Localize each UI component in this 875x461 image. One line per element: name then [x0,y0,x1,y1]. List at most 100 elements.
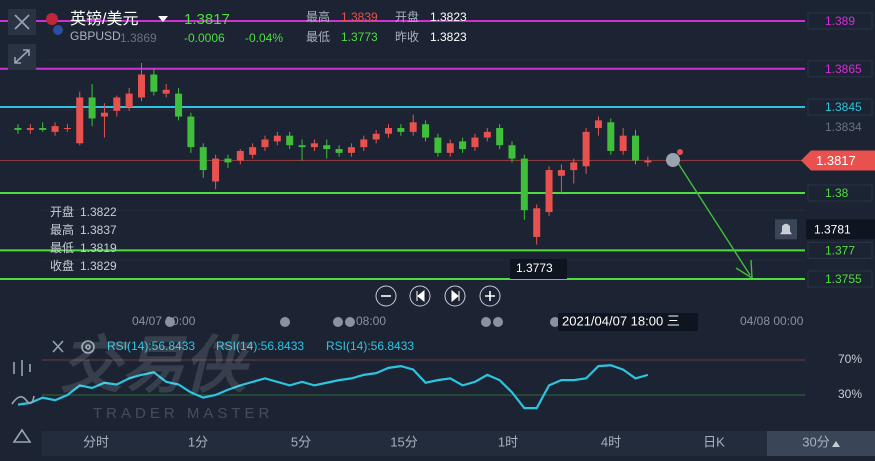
zoom-out[interactable] [375,285,397,307]
level-label: 1.377 [825,244,855,258]
info-value: 1.3819 [80,241,117,255]
candle-body [212,158,220,182]
candle-body [422,124,430,138]
tab[interactable]: 1时 [498,434,518,449]
candle-body [459,141,467,150]
rsi-legend: RSI(14):56.8433 [216,339,304,353]
dropdown[interactable] [158,16,168,22]
info-value: 1.3822 [80,205,117,219]
info-icon[interactable] [666,153,680,167]
close-button[interactable] [8,9,36,35]
candle-body [594,120,602,129]
code: GBPUSD [70,29,121,43]
label: 最高 [306,9,330,24]
watermark: TRADER MASTER [93,405,273,422]
ref-price-label: 1.3834 [825,120,862,134]
level-tag [807,98,873,116]
bell [780,223,792,235]
tab[interactable]: 5分 [291,434,311,449]
candle-body [14,128,22,130]
tab-active [767,431,875,456]
candle-body [607,122,615,151]
symbol[interactable]: 英镑/美元 [70,10,138,28]
candle-body [39,128,47,130]
candle-body [162,89,170,94]
low-label: 1.3773 [516,261,553,275]
tool[interactable] [12,428,32,443]
info-label: 最高 [50,222,74,237]
time-label: 2021/04/07 18:00 三 [562,313,680,328]
value: 1.3839 [341,10,378,24]
level-label: 1.3865 [825,62,862,76]
tool[interactable] [13,360,31,376]
next[interactable] [444,285,466,307]
info-label: 最低 [50,241,74,255]
candle-body [397,128,405,132]
flag [46,13,58,25]
candle-body [249,147,257,155]
expand-button[interactable] [8,44,36,70]
candle-body [619,135,627,151]
rsi-legend: RSI(14):56.8433 [326,339,414,353]
prev[interactable] [409,285,431,307]
candle-body [520,158,528,211]
tab[interactable]: 分时 [83,434,109,449]
last-price-label: 1.3817 [816,153,856,168]
tab[interactable]: 30分 [802,434,829,449]
candle-body [138,74,145,98]
tool[interactable] [11,395,35,405]
candle-body [286,135,294,146]
candle-body [310,143,318,148]
zoom-in[interactable] [479,285,501,307]
candle-body [632,135,639,161]
candle-body [187,116,195,148]
info-value: 1.3829 [80,259,117,273]
candle-body [150,74,158,92]
alert-tag [806,219,875,240]
label: 开盘 [395,9,419,24]
candle-body [113,97,121,111]
alert-label: 1.3781 [814,222,851,236]
candle-body [335,149,343,153]
candle-body [261,139,269,148]
candle-body [483,131,491,138]
rsi-settings[interactable] [81,340,95,354]
level-tag [807,241,873,259]
tabs: 分时 1分 5分 15分 1时 4时 日K 30分 [83,434,830,449]
time-dots [165,317,560,327]
plot-layer: 1.389 1.3865 1.3845 1.38 1.377 1.3755 [0,12,873,410]
arrow-head [735,259,753,279]
value: 1.3823 [430,30,467,44]
flag [53,25,63,35]
candle-body [199,147,207,171]
tab[interactable]: 15分 [390,434,417,449]
high-tag: 1.3869 [120,31,157,45]
candle-body [385,128,392,134]
candle-body [100,112,108,117]
candle-body [533,208,541,237]
candle-body [347,147,355,153]
level-tag [807,60,873,78]
level-label: 1.3845 [825,100,862,114]
info-box: 开盘 1.3822 最高 1.3837 最低 1.3819 收盘 1.3829 [50,204,117,273]
change: -0.0006 [184,31,225,45]
level-label: 1.38 [825,186,849,200]
tab[interactable]: 4时 [601,434,621,449]
tab[interactable]: 日K [703,434,725,449]
candle-body [446,143,454,153]
tab-arrow[interactable] [832,441,840,447]
value: 1.3823 [430,10,467,24]
value: 1.3773 [341,30,378,44]
label: 最低 [306,30,330,44]
candle-body [360,139,368,148]
tab[interactable]: 1分 [188,434,208,449]
level-label: 1.389 [825,14,855,28]
candle-body [644,160,652,163]
rsi-level-label: 70% [838,352,862,366]
low-tag [510,259,567,279]
rsi-line [17,364,649,410]
time-label: 04/07 00:00 [132,314,196,328]
candle-body [570,162,578,171]
rsi-close[interactable] [52,340,64,353]
